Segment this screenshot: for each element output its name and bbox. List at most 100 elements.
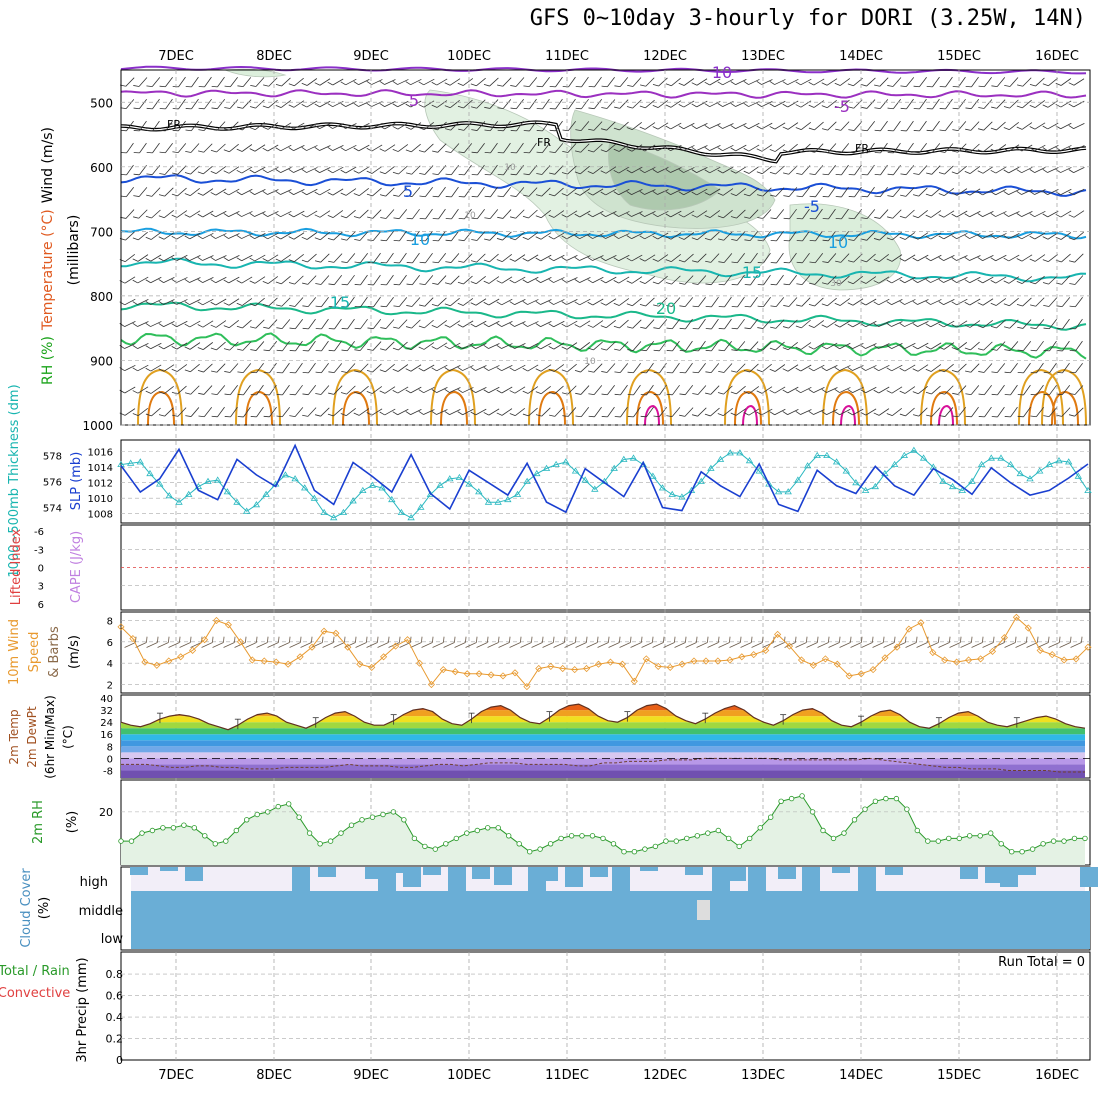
barb-shaft	[866, 231, 876, 241]
wind10-barb	[597, 636, 610, 648]
barb-shaft	[800, 122, 812, 130]
barb-flag	[549, 85, 556, 88]
wind-barb	[705, 385, 720, 395]
barb-flag	[978, 107, 985, 109]
wind10-point	[427, 680, 435, 689]
rh2m-point	[998, 841, 1004, 847]
barb-flag	[561, 172, 568, 175]
barb-shaft	[465, 642, 477, 648]
thickness-point	[1084, 486, 1092, 493]
barb-flag	[762, 636, 764, 643]
barb-flag	[522, 279, 528, 284]
barb-shaft	[190, 121, 200, 131]
wind-barb	[496, 364, 513, 372]
barb-shaft	[449, 387, 461, 393]
wind-barb	[380, 252, 394, 264]
cloud-ylabel: Cloud Cover	[19, 868, 34, 948]
wind-barb	[224, 406, 238, 418]
barb-flag	[770, 326, 776, 329]
barb-flag	[197, 370, 204, 373]
barb-shaft	[723, 363, 733, 373]
barb-shaft	[398, 297, 408, 307]
barb-flag	[653, 372, 660, 374]
wind-barb	[770, 252, 784, 264]
barb-shaft	[957, 407, 967, 417]
cloud-high-bar	[160, 867, 178, 871]
rh2m-point	[485, 825, 491, 831]
barb-flag	[276, 394, 283, 396]
wind-barb	[757, 230, 771, 242]
barb-flag	[938, 301, 944, 306]
barb-shaft	[398, 341, 408, 351]
barb-flag	[770, 283, 777, 286]
barb-flag	[809, 195, 816, 198]
wind-barb	[367, 274, 381, 286]
pressure-tick: 900	[90, 354, 113, 368]
barb-shaft	[476, 231, 486, 241]
wind-barb	[731, 274, 745, 286]
barb-shaft	[683, 145, 695, 151]
barb-flag	[431, 346, 438, 350]
barb-shaft	[891, 343, 903, 349]
wind-barb	[951, 232, 968, 240]
barb-shaft	[774, 386, 786, 394]
wind10-barb	[498, 636, 511, 648]
wind-barb	[965, 385, 980, 396]
barb-flag	[678, 236, 685, 240]
barb-flag	[535, 257, 541, 262]
barb-flag	[211, 393, 218, 396]
barb-flag	[392, 171, 399, 175]
barb-shaft	[813, 100, 825, 108]
wind-barb	[705, 363, 720, 374]
date-label-top: 12DEC	[643, 49, 687, 64]
wind-barb	[705, 253, 720, 263]
barb-shaft	[982, 276, 994, 284]
barb-shaft	[488, 298, 500, 306]
barb-flag	[691, 414, 698, 417]
barb-shaft	[137, 298, 149, 306]
barb-flag	[640, 84, 646, 87]
wind-barb	[679, 362, 693, 374]
barb-flag	[301, 213, 308, 218]
wind-barb	[614, 384, 628, 396]
barb-shaft	[267, 144, 279, 152]
barb-shaft	[463, 143, 473, 153]
barb-flag	[198, 392, 205, 395]
wind-barb	[692, 362, 706, 374]
barb-flag	[600, 279, 606, 284]
wind-barb	[873, 298, 890, 306]
barb-shaft	[527, 364, 539, 372]
contour-30	[1018, 368, 1064, 426]
wind-barb	[587, 298, 604, 306]
temp-band	[121, 764, 1085, 771]
barb-flag	[354, 349, 361, 351]
wind-barb	[198, 98, 212, 110]
barb-flag	[899, 322, 905, 327]
barb-flag	[210, 235, 216, 239]
rh2m-point	[1082, 835, 1088, 842]
wind-barb	[340, 78, 357, 86]
barb-shaft	[449, 409, 461, 415]
thickness-point	[368, 481, 377, 488]
wind-barb	[652, 144, 669, 152]
wind-barb	[445, 253, 460, 263]
thickness-point	[658, 484, 667, 491]
barb-flag	[1004, 371, 1011, 374]
barb-shaft	[450, 275, 460, 285]
barb-flag	[236, 127, 243, 131]
thickness-point	[581, 476, 589, 483]
barb-shaft	[723, 385, 733, 395]
barb-shaft	[462, 78, 474, 86]
wind-barb	[483, 365, 500, 371]
barb-flag	[392, 411, 398, 416]
barb-flag	[873, 344, 879, 349]
barb-shaft	[386, 252, 394, 264]
barb-flag	[860, 301, 867, 306]
barb-shaft	[515, 187, 525, 197]
barb-shaft	[1034, 254, 1046, 262]
barb-flag	[900, 194, 906, 197]
barb-flag	[288, 236, 295, 240]
barb-shaft	[436, 320, 448, 328]
barb-flag	[861, 636, 863, 643]
wind-barb	[223, 121, 239, 131]
